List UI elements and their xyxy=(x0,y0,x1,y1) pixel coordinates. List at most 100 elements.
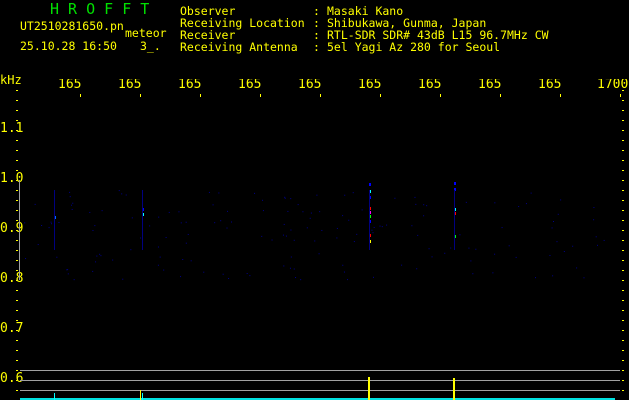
y-unit-label: kHz xyxy=(0,73,22,87)
noise-dot xyxy=(416,268,418,270)
tick xyxy=(622,270,624,271)
tick xyxy=(16,270,18,271)
noise-dot xyxy=(342,215,344,217)
tick xyxy=(622,350,624,351)
tick xyxy=(622,330,624,331)
noise-dot xyxy=(284,196,286,198)
noise-dot xyxy=(379,225,381,227)
noise-dot xyxy=(316,194,318,196)
noise-dot xyxy=(122,278,124,280)
noise-dot xyxy=(121,193,123,195)
noise-dot xyxy=(48,227,50,229)
echo-trail xyxy=(54,190,55,250)
tick xyxy=(16,190,18,191)
noise-dot xyxy=(342,264,344,266)
tick xyxy=(440,94,441,97)
noise-dot xyxy=(92,229,94,231)
noise-dot xyxy=(289,267,291,269)
noise-dot xyxy=(552,275,554,277)
freq-label: 1.1 xyxy=(0,121,24,136)
noise-dot xyxy=(187,233,189,235)
tick xyxy=(622,340,624,341)
noise-dot xyxy=(185,221,187,223)
tick xyxy=(16,390,18,391)
tick xyxy=(140,94,141,97)
noise-dot xyxy=(293,239,295,241)
noise-dot xyxy=(218,192,220,194)
noise-dot xyxy=(492,272,494,274)
tick xyxy=(622,220,624,221)
noise-dot xyxy=(450,247,452,249)
tick xyxy=(622,320,624,321)
noise-dot xyxy=(372,232,374,234)
noise-dot xyxy=(557,213,559,215)
info-colon: : xyxy=(313,40,320,54)
noise-dot xyxy=(214,222,216,224)
noise-dot xyxy=(394,197,396,199)
noise-dot xyxy=(525,203,527,205)
noise-dot xyxy=(290,229,292,231)
noise-dot xyxy=(293,268,295,270)
tick xyxy=(200,94,201,97)
tick xyxy=(622,110,624,111)
noise-dot xyxy=(69,191,71,193)
time-label: 1658 xyxy=(478,79,502,91)
noise-dot xyxy=(231,221,233,223)
noise-dot xyxy=(518,206,520,208)
noise-dot xyxy=(508,245,510,247)
info-colon: : xyxy=(313,28,320,42)
noise-dot xyxy=(556,241,558,243)
noise-dot xyxy=(112,259,114,261)
noise-dot xyxy=(414,196,416,198)
noise-dot xyxy=(140,237,142,239)
tick xyxy=(622,230,624,231)
noise-dot xyxy=(423,204,425,206)
noise-dot xyxy=(336,227,338,229)
noise-dot xyxy=(94,225,96,227)
noise-dot xyxy=(100,255,102,257)
info-colon: : xyxy=(313,16,320,30)
time-label: 1659 xyxy=(538,79,562,91)
info-colon: : xyxy=(313,4,320,18)
noise-dot xyxy=(67,269,69,271)
meteor-echoes xyxy=(24,182,605,281)
noise-dot xyxy=(125,194,127,196)
noise-dot xyxy=(283,265,285,267)
noise-dot xyxy=(530,192,532,194)
noise-dot xyxy=(287,210,289,212)
mode-label: meteor xyxy=(125,26,167,40)
noise-dot xyxy=(50,221,52,223)
tick xyxy=(620,94,621,97)
noise-dot xyxy=(130,249,132,251)
tick xyxy=(260,94,261,97)
tick xyxy=(16,150,18,151)
tick xyxy=(622,360,624,361)
noise-dot xyxy=(576,267,578,269)
noise-dot xyxy=(262,210,264,212)
freq-label: 0.8 xyxy=(0,271,24,286)
freq-label: 1.0 xyxy=(0,171,24,186)
meteor-echo xyxy=(369,183,371,186)
tick xyxy=(16,230,18,231)
tick xyxy=(500,94,501,97)
noise-dot xyxy=(459,234,461,236)
tick xyxy=(622,170,624,171)
noise-dot xyxy=(595,236,597,238)
noise-dot xyxy=(290,256,292,258)
tick xyxy=(380,94,381,97)
time-label: 1652 xyxy=(118,79,142,91)
noise-dot xyxy=(96,255,98,257)
noise-dot xyxy=(501,227,503,229)
noise-dot xyxy=(321,229,323,231)
echo-trail xyxy=(454,190,455,250)
tick xyxy=(16,290,18,291)
noise-dot xyxy=(95,261,97,263)
noise-dot xyxy=(228,277,230,279)
noise-dot xyxy=(572,245,574,247)
noise-dot xyxy=(180,222,182,224)
noise-dot xyxy=(284,197,286,199)
noise-dot xyxy=(319,211,321,213)
noise-dot xyxy=(302,211,304,213)
tick xyxy=(622,380,624,381)
